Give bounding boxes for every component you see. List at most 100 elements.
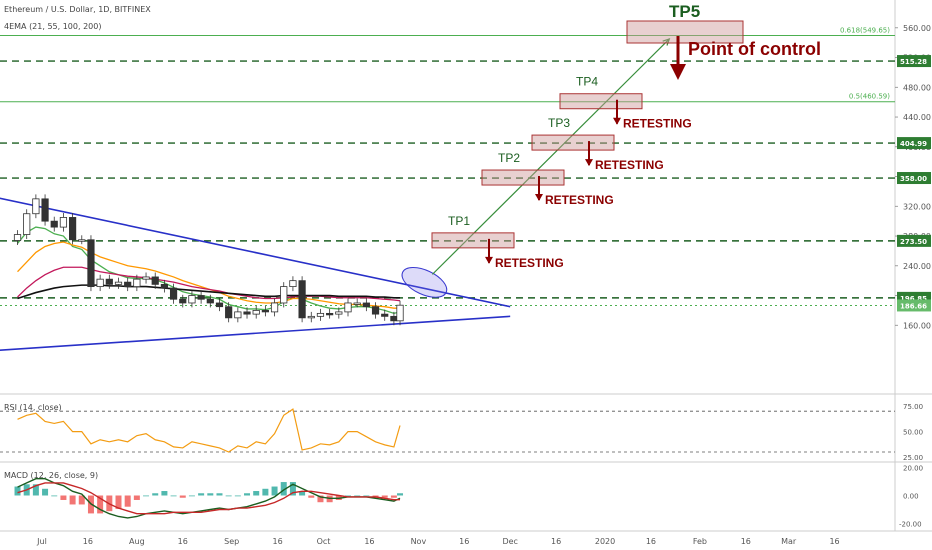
retest-arrowhead-2 [535,194,543,202]
macd-hist-bar [381,495,388,498]
candle-body [381,313,389,317]
candle-body [362,302,370,308]
level-tag-label: 273.50 [900,238,927,246]
level-tag-bg [897,299,931,312]
time-tick-label: 16 [646,537,656,546]
candle-body [252,310,260,315]
candle-body [316,312,325,317]
time-tick-label: Oct [317,537,331,546]
time-tick-label: Sep [224,537,239,546]
time-tick-label: 2020 [595,537,615,546]
target-box-1 [431,232,515,249]
triangle-trendlines [0,37,671,352]
price-tick-label: 160.00 [903,321,931,330]
candle-body [105,278,113,285]
breakout-ellipse [401,267,448,298]
time-tick-label: Nov [411,537,427,546]
retest-note-3: RETESTING [595,158,664,172]
macd-hist-bar [60,495,67,500]
macd-hist-bar [271,486,278,496]
macd-hist-bar [133,495,140,500]
time-axis: Jul 16 Aug 16 Sep 16 Oct 16 Nov 16 Dec 16 2020 16 Feb 1… [36,537,839,546]
symbol-title: Ethereum / U.S. Dollar, 1D, BITFINEX [4,5,151,14]
macd-hist-bar [143,495,150,497]
macd-legend: MACD (12, 26, close, 9) [4,471,98,480]
rsi-tick-label: 25.00 [903,454,923,462]
macd-hist-bar [97,495,104,514]
candle-body [326,312,334,316]
macd-hist-bar [124,495,131,507]
macd-hist-bar [253,491,260,496]
price-candles [13,194,404,326]
macd-hist-bar [345,495,351,497]
time-tick-label: 16 [273,537,283,546]
candle-body [124,281,132,288]
candle-body [32,198,40,215]
candle-body [353,302,361,305]
target-box-5 [626,20,744,44]
lower-trendline [0,315,511,352]
candle-body [371,306,380,315]
macd-hist-bar [51,495,58,497]
candle-body [114,281,123,285]
macd-tick-label: -20.00 [899,521,922,529]
macd-hist-bar [317,495,324,503]
fib-label-2: 0.5(460.59) [849,93,890,101]
target-label-3: TP3 [548,116,570,130]
retest-note-4: RETESTING [623,117,692,131]
macd-signal-line [17,482,401,515]
candle-body [41,198,49,222]
candle-body [396,304,404,322]
level-tag-bg [897,172,931,185]
macd-hist-bar [188,495,195,497]
target-box-2 [481,169,565,186]
candle-body [344,302,352,313]
macd-hist-bar [207,493,214,496]
macd-hist-bar [14,486,21,496]
ema-line-ema-200 [17,284,401,300]
macd-hist-bar [161,491,168,496]
time-tick-label: 16 [459,537,469,546]
macd-hist-bar [390,495,397,498]
level-tag-bg [897,137,931,150]
macd-hist-bar [32,484,39,496]
macd-hist-bar [354,495,361,497]
price-tick-label: 240.00 [903,262,931,271]
time-tick-label: 16 [178,537,188,546]
macd-hist-bar [299,491,306,496]
macd-hist-bar [225,495,232,497]
candle-body [298,280,306,319]
macd-hist-bar [152,493,159,496]
poc-arrowhead [670,64,686,80]
candle-body [280,286,288,304]
candle-body [50,220,58,228]
time-tick-label: 16 [364,537,374,546]
level-tag-label: 404.99 [900,140,927,148]
candle-body [142,276,150,280]
candle-body [307,315,315,319]
poc-note: Point of control [688,39,821,59]
target-annotations: TP1 RETESTING TP2 RETESTING TP3 RETESTING TP4 R… [431,2,821,270]
retest-arrowhead-4 [613,117,621,125]
candle-body [179,298,187,304]
candle-body [96,278,104,288]
macd-hist-bar [216,493,223,496]
price-tick-label: 480.00 [903,83,931,92]
rsi-pane [0,408,895,453]
macd-hist-bar [280,482,287,496]
macd-tick-label: 20.00 [903,465,923,473]
level-tag-label: 196.85 [900,295,927,303]
level-tag-bg [897,55,931,68]
candle-body [215,302,224,308]
chart-frame [0,0,932,532]
candle-body [197,295,205,300]
macd-hist-bar [179,495,186,498]
target-box-3 [531,134,615,151]
rsi-tick-label: 50.00 [903,429,923,437]
price-axis: 160.00200.00240.00280.00320.00360.00400.… [895,24,931,529]
projection-arrow-line [431,38,670,275]
candle-body [270,302,279,313]
fib-label-0: 0.618(549.65) [840,26,890,34]
candle-body [206,298,214,304]
